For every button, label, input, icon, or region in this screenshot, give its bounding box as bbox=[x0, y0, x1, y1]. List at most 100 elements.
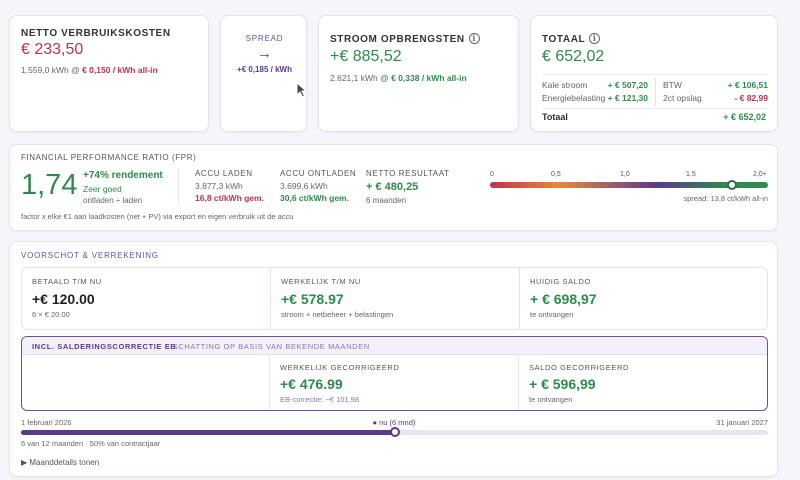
correctie-subtitle: · SCHATTING OP BASIS VAN BEKENDE MAANDEN bbox=[167, 342, 370, 351]
fpr-scale-tick-1: 0,5 bbox=[551, 171, 561, 178]
accu-laden-kwh: 3.877,3 kWh bbox=[195, 181, 243, 191]
correctie-divider bbox=[518, 355, 519, 410]
werkelijk-value: +€ 578.97 bbox=[281, 291, 344, 307]
spread-card: SPREAD → +€ 0,185 / kWh bbox=[220, 15, 308, 132]
fpr-card: FINANCIAL PERFORMANCE RATIO (FPR) 1,74 +… bbox=[9, 144, 778, 231]
totaal-row-label: Energiebelasting bbox=[542, 93, 606, 103]
stroom-detail-prefix: 2.621,1 kWh @ bbox=[330, 73, 389, 83]
timeline-now-text: nu (6 mnd) bbox=[379, 418, 416, 427]
summary-divider bbox=[270, 268, 271, 329]
fpr-scale-tick-2: 1,0 bbox=[620, 171, 630, 178]
netto-resultaat-value: + € 480,25 bbox=[366, 181, 419, 193]
betaald-label: BETAALD T/M NU bbox=[32, 277, 102, 286]
accu-ontladen-label: ACCU ONTLADEN bbox=[280, 169, 357, 178]
totaal-total-value: + € 652,02 bbox=[723, 112, 766, 122]
totaal-row-value: + € 106,51 bbox=[727, 80, 768, 90]
accu-ontladen-kwh: 3.699,6 kWh bbox=[280, 181, 328, 191]
fpr-rendement: +74% rendement bbox=[83, 170, 163, 181]
werkelijk-gecorrigeerd-label: WERKELIJK GECORRIGEERD bbox=[280, 363, 400, 372]
info-icon[interactable]: i bbox=[468, 33, 480, 44]
timeline-end: 31 januari 2027 bbox=[716, 418, 768, 427]
totaal-title-text: TOTAAL bbox=[542, 34, 586, 45]
timeline-now-label: ● nu (6 mnd) bbox=[373, 418, 416, 427]
correctie-header: INCL. SALDERINGSCORRECTIE EB · SCHATTING… bbox=[22, 337, 767, 355]
totaal-total-label: Totaal bbox=[542, 112, 568, 122]
correctie-title: INCL. SALDERINGSCORRECTIE EB bbox=[32, 342, 177, 351]
correctie-divider bbox=[269, 355, 270, 410]
fpr-footer: factor x elke €1 aan laadkosten (net + P… bbox=[21, 212, 294, 221]
spread-label: SPREAD bbox=[245, 34, 284, 43]
fpr-value: 1,74 bbox=[21, 169, 78, 201]
totaal-row-label: 2ct opslag bbox=[663, 93, 702, 103]
fpr-scale-note: spread: 13,8 ct/kWh all-in bbox=[683, 194, 768, 203]
summary-divider bbox=[519, 268, 520, 329]
netto-resultaat-label: NETTO RESULTAAT bbox=[366, 169, 450, 178]
werkelijk-sub: stroom + netbeheer + belastingen bbox=[281, 310, 394, 319]
saldo-label: HUIDIG SALDO bbox=[530, 277, 591, 286]
fpr-scale-tick-3: 1,5 bbox=[686, 171, 696, 178]
stroom-value: +€ 885,52 bbox=[330, 48, 402, 65]
accu-laden-label: ACCU LADEN bbox=[195, 169, 253, 178]
netto-detail: 1.559,0 kWh @ € 0,150 / kWh all-in bbox=[21, 65, 158, 75]
saldo-gecorrigeerd-sub: te ontvangen bbox=[529, 395, 573, 404]
totaal-row-value: - € 82,99 bbox=[734, 93, 768, 103]
fpr-rating: Zeer goed bbox=[83, 184, 122, 194]
fpr-scale-tick-0: 0 bbox=[490, 171, 494, 178]
totaal-card: TOTAAL i € 652,02 Kale stroom + € 507,20 … bbox=[530, 15, 778, 132]
cursor-pointer-icon bbox=[296, 82, 308, 98]
totaal-top-divider bbox=[542, 74, 768, 75]
betaald-sub: 6 × € 20.00 bbox=[32, 310, 70, 319]
timeline-start: 1 februari 2026 bbox=[21, 418, 72, 427]
timeline-knob bbox=[389, 427, 400, 437]
totaal-row-left-1: Energiebelasting + € 121,30 bbox=[542, 93, 648, 103]
netto-detail-rate: € 0,150 / kWh all-in bbox=[82, 65, 158, 75]
betaald-value: +€ 120.00 bbox=[32, 291, 95, 307]
stroom-title-text: STROOM OPBRENGSTEN bbox=[330, 34, 465, 45]
fpr-note: ontladen ÷ laden bbox=[83, 196, 143, 205]
fpr-title: FINANCIAL PERFORMANCE RATIO (FPR) bbox=[21, 153, 197, 162]
totaal-row-label: BTW bbox=[663, 80, 682, 90]
totaal-title: TOTAAL i bbox=[542, 33, 601, 45]
saldo-value: + € 698,97 bbox=[530, 291, 597, 307]
contract-timeline: 1 februari 2026 31 januari 2027 ● nu (6 … bbox=[21, 418, 768, 452]
saldo-gecorrigeerd-value: + € 596,99 bbox=[529, 376, 596, 392]
accu-ontladen-rate: 30,6 ct/kWh gem. bbox=[280, 193, 349, 203]
totaal-row-label: Kale stroom bbox=[542, 80, 588, 90]
stroom-detail: 2.621,1 kWh @ € 0,338 / kWh all-in bbox=[330, 73, 467, 83]
netto-detail-prefix: 1.559,0 kWh @ bbox=[21, 65, 80, 75]
stroom-detail-rate: € 0,338 / kWh all-in bbox=[391, 73, 467, 83]
maanddetails-toggle[interactable]: ▶ Maanddetails tonen bbox=[21, 458, 100, 467]
totaal-row-right-1: 2ct opslag - € 82,99 bbox=[663, 93, 768, 103]
stroom-card: STROOM OPBRENGSTEN i +€ 885,52 2.621,1 kW… bbox=[318, 15, 519, 132]
timeline-summary: 6 van 12 maanden · 50% van contractjaar bbox=[21, 439, 161, 448]
netto-card: NETTO VERBRUIKSKOSTEN € 233,50 1.559,0 k… bbox=[9, 15, 209, 132]
fpr-scale-marker bbox=[726, 180, 737, 190]
netto-resultaat-period: 6 maanden bbox=[366, 196, 407, 205]
voorschot-card: VOORSCHOT & VERREKENING BETAALD T/M NU +… bbox=[9, 241, 778, 477]
eb-correctie: EB-correctie: −€ 101.98 bbox=[280, 395, 360, 404]
werkelijk-label: WERKELIJK T/M NU bbox=[281, 277, 361, 286]
totaal-row-value: + € 121,30 bbox=[607, 93, 648, 103]
netto-title: NETTO VERBRUIKSKOSTEN bbox=[21, 28, 171, 39]
arrow-right-icon: → bbox=[257, 45, 272, 62]
voorschot-summary-box: BETAALD T/M NU +€ 120.00 6 × € 20.00 WER… bbox=[21, 267, 768, 330]
totaal-bottom-divider bbox=[542, 108, 768, 109]
fpr-scale-bar bbox=[490, 182, 768, 188]
correctie-box: INCL. SALDERINGSCORRECTIE EB · SCHATTING… bbox=[21, 336, 768, 411]
saldo-gecorrigeerd-label: SALDO GECORRIGEERD bbox=[529, 363, 629, 372]
spread-value: +€ 0,185 / kWh bbox=[237, 65, 292, 74]
totaal-value: € 652,02 bbox=[542, 48, 605, 65]
netto-value: € 233,50 bbox=[21, 41, 84, 58]
saldo-sub: te ontvangen bbox=[530, 310, 574, 319]
totaal-row-right-0: BTW + € 106,51 bbox=[663, 80, 768, 90]
totaal-row-value: + € 507,20 bbox=[607, 80, 648, 90]
fpr-scale: 0 0,5 1,0 1,5 2,0+ spread: 13,8 ct/kWh a… bbox=[490, 171, 768, 211]
fpr-scale-tick-4: 2,0+ bbox=[753, 171, 767, 178]
stroom-title: STROOM OPBRENGSTEN i bbox=[330, 33, 480, 45]
totaal-column-divider bbox=[655, 78, 656, 106]
fpr-divider bbox=[178, 169, 179, 205]
totaal-row-left-0: Kale stroom + € 507,20 bbox=[542, 80, 648, 90]
werkelijk-gecorrigeerd-value: +€ 476.99 bbox=[280, 376, 343, 392]
timeline-fill bbox=[21, 430, 395, 435]
info-icon[interactable]: i bbox=[589, 33, 601, 44]
